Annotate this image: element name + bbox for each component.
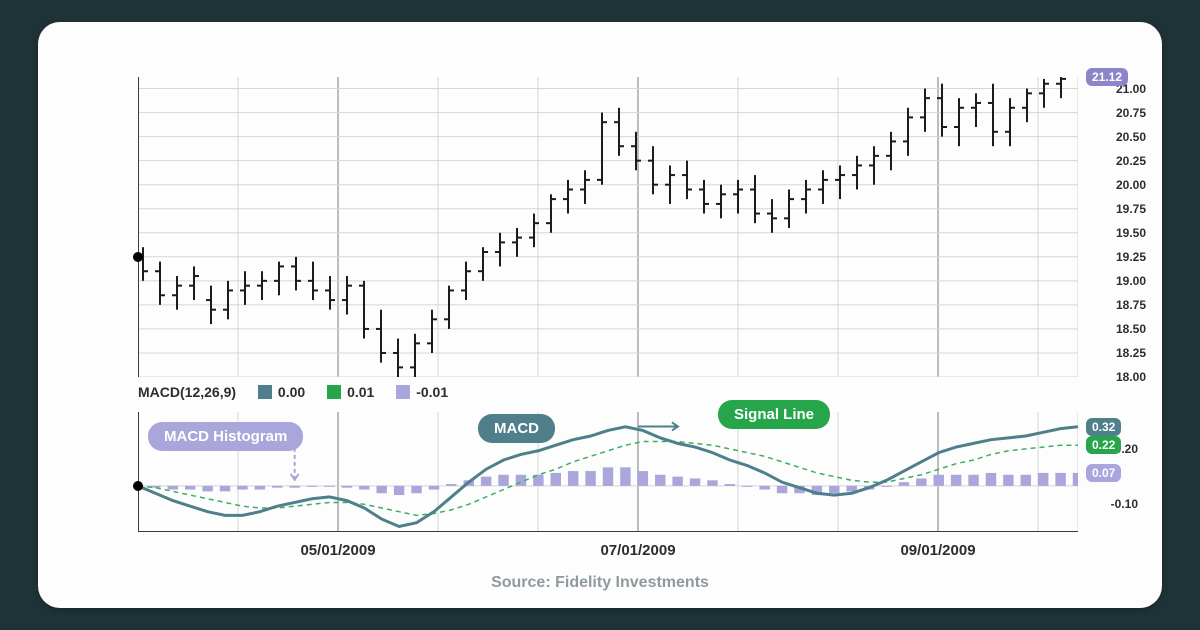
chart-card: 21.0020.7520.5020.2520.0019.7519.5019.25… <box>38 22 1162 608</box>
x-tick: 07/01/2009 <box>600 542 675 559</box>
macd-start-dot <box>133 481 143 491</box>
x-tick: 09/01/2009 <box>900 542 975 559</box>
start-dot <box>133 252 143 262</box>
price-tick: 19.25 <box>1116 250 1146 264</box>
macd-value-badge: 0.22 <box>1086 436 1121 454</box>
price-chart <box>138 77 1078 377</box>
macd-tick: -0.10 <box>1111 497 1138 511</box>
price-y-axis: 21.0020.7520.5020.2520.0019.7519.5019.25… <box>1086 77 1146 377</box>
price-tick: 18.00 <box>1116 370 1146 384</box>
x-tick: 05/01/2009 <box>300 542 375 559</box>
price-tick: 19.00 <box>1116 274 1146 288</box>
legend-swatch-signal <box>327 385 341 399</box>
price-tick: 20.00 <box>1116 178 1146 192</box>
price-tick: 18.50 <box>1116 322 1146 336</box>
price-tick: 20.75 <box>1116 106 1146 120</box>
callout-histogram: MACD Histogram <box>148 422 303 451</box>
callout-signal: Signal Line <box>718 400 830 429</box>
price-tick: 20.50 <box>1116 130 1146 144</box>
price-tick: 18.75 <box>1116 298 1146 312</box>
price-tick: 19.75 <box>1116 202 1146 216</box>
legend-label: MACD(12,26,9) <box>138 384 236 400</box>
legend-swatch-hist <box>396 385 410 399</box>
macd-legend: MACD(12,26,9) 0.00 0.01 -0.01 <box>138 384 448 400</box>
price-tick: 18.25 <box>1116 346 1146 360</box>
x-axis: 05/01/2009 07/01/2009 09/01/2009 <box>138 542 1078 564</box>
price-tick: 19.50 <box>1116 226 1146 240</box>
source-text: Source: Fidelity Investments <box>38 574 1162 592</box>
current-price-badge: 21.12 <box>1086 68 1128 86</box>
callout-macd: MACD <box>478 414 555 443</box>
macd-value-badge: 0.07 <box>1086 464 1121 482</box>
macd-value-badge: 0.32 <box>1086 418 1121 436</box>
price-tick: 20.25 <box>1116 154 1146 168</box>
legend-swatch-macd <box>258 385 272 399</box>
